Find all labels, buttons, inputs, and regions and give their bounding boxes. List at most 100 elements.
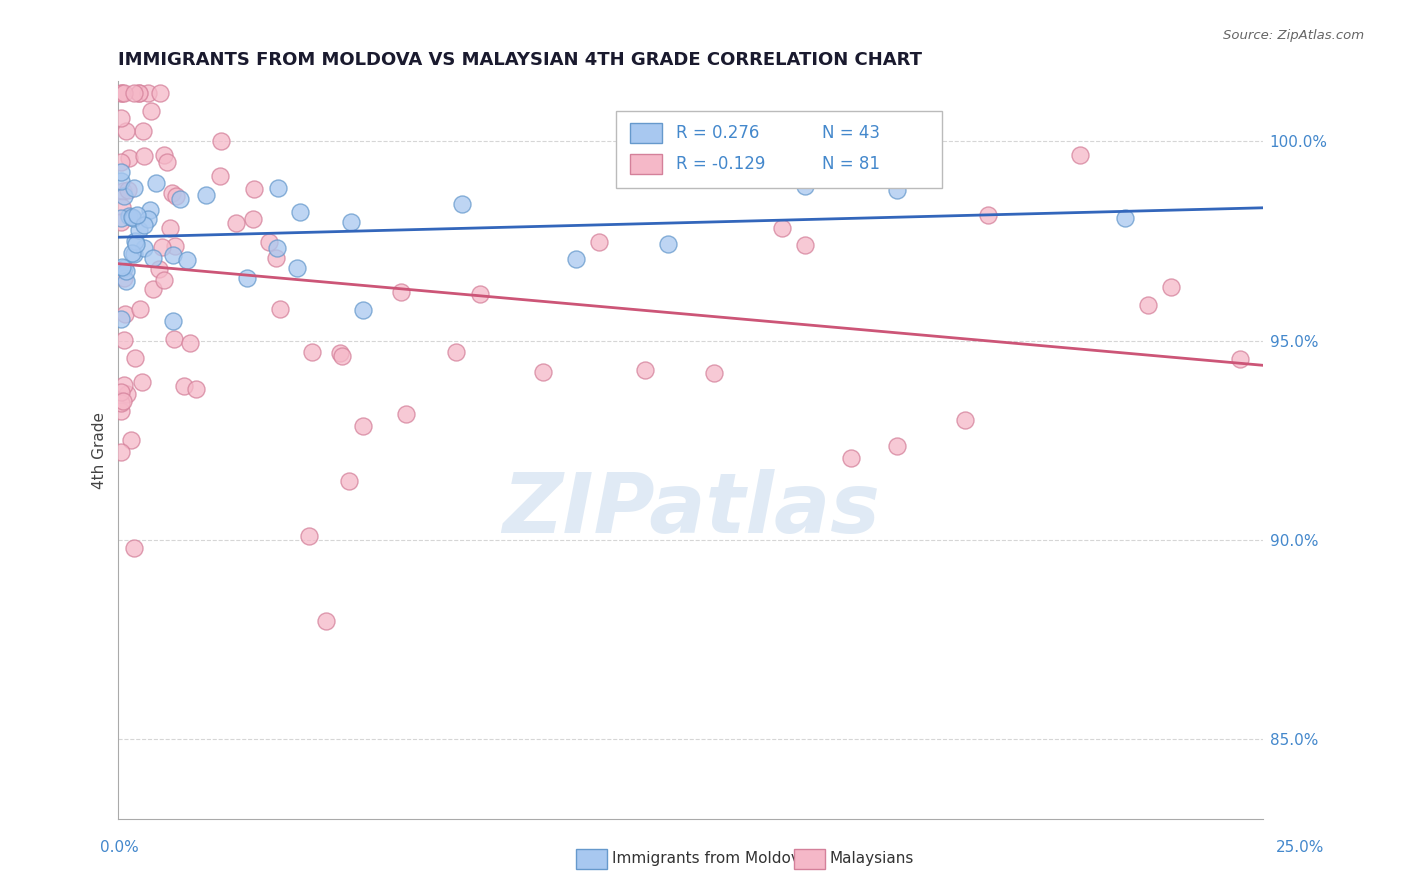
Point (115, 124, 138, 138)
Point (266, 241, 288, 255)
Point (110, 214, 132, 228)
Text: ZIPatlas: ZIPatlas (502, 468, 880, 549)
Point (267, 181, 290, 195)
Point (184, 382, 207, 396)
Point (114, 189, 136, 203)
Point (110, 87, 132, 101)
Point (111, 184, 134, 198)
FancyBboxPatch shape (630, 153, 662, 174)
Point (794, 178, 817, 193)
Point (125, 236, 148, 251)
Point (160, 186, 183, 200)
Point (955, 412, 977, 426)
Text: 25.0%: 25.0% (1277, 840, 1324, 855)
Point (269, 302, 291, 317)
Point (118, 151, 141, 165)
Point (145, 176, 167, 190)
Text: R = -0.129: R = -0.129 (676, 155, 765, 173)
Point (770, 220, 793, 235)
Point (128, 87, 150, 101)
Point (125, 208, 148, 222)
Point (131, 375, 153, 389)
Text: Immigrants from Moldova: Immigrants from Moldova (612, 851, 808, 865)
Point (225, 216, 247, 230)
Point (565, 252, 588, 266)
Point (1069, 148, 1091, 162)
Point (794, 237, 817, 252)
Point (450, 197, 472, 211)
Text: R = 0.276: R = 0.276 (676, 124, 759, 142)
Point (152, 273, 174, 287)
Point (149, 87, 172, 101)
Point (136, 211, 159, 226)
Point (176, 253, 198, 268)
Point (112, 394, 135, 409)
Point (138, 87, 160, 101)
Point (839, 450, 862, 465)
Point (120, 433, 142, 447)
Point (124, 351, 146, 365)
Point (1229, 351, 1251, 366)
Point (339, 215, 361, 229)
Point (114, 274, 136, 288)
Point (236, 271, 259, 285)
Y-axis label: 4th Grade: 4th Grade (93, 412, 107, 489)
Point (242, 212, 264, 227)
Point (977, 208, 1000, 222)
Point (128, 223, 150, 237)
Point (209, 134, 232, 148)
Point (257, 235, 280, 249)
Point (315, 614, 337, 628)
Point (886, 439, 908, 453)
Point (141, 104, 163, 119)
FancyBboxPatch shape (630, 123, 662, 144)
Point (129, 301, 152, 316)
Text: N = 81: N = 81 (823, 155, 880, 173)
Point (1114, 211, 1136, 226)
Point (152, 147, 174, 161)
Point (1137, 298, 1160, 312)
Point (352, 418, 374, 433)
Point (657, 237, 679, 252)
Point (1160, 280, 1182, 294)
Point (179, 335, 201, 350)
Point (163, 333, 186, 347)
Point (156, 155, 179, 169)
Point (112, 271, 135, 285)
Point (194, 187, 217, 202)
Point (128, 87, 150, 101)
Point (165, 188, 187, 202)
Point (118, 209, 141, 223)
Point (243, 181, 266, 195)
Point (337, 475, 360, 489)
Point (148, 262, 170, 277)
Point (588, 235, 610, 249)
Point (162, 313, 184, 327)
Point (173, 379, 195, 393)
Point (533, 365, 555, 379)
Point (110, 211, 132, 226)
Point (112, 87, 135, 101)
Point (395, 407, 418, 421)
Point (132, 219, 155, 233)
Point (111, 200, 134, 214)
Point (121, 246, 143, 260)
Point (111, 87, 134, 101)
Point (389, 285, 412, 300)
Point (142, 251, 165, 265)
Text: N = 43: N = 43 (823, 124, 880, 142)
Point (446, 345, 468, 359)
Text: Source: ZipAtlas.com: Source: ZipAtlas.com (1223, 29, 1364, 42)
Point (132, 124, 155, 138)
Point (124, 181, 146, 195)
Point (110, 395, 132, 409)
Point (122, 541, 145, 555)
Point (117, 387, 139, 401)
Point (110, 404, 132, 418)
Point (110, 445, 132, 459)
Point (110, 174, 132, 188)
Point (169, 192, 191, 206)
Point (122, 211, 145, 225)
Point (352, 302, 374, 317)
Point (114, 307, 136, 321)
